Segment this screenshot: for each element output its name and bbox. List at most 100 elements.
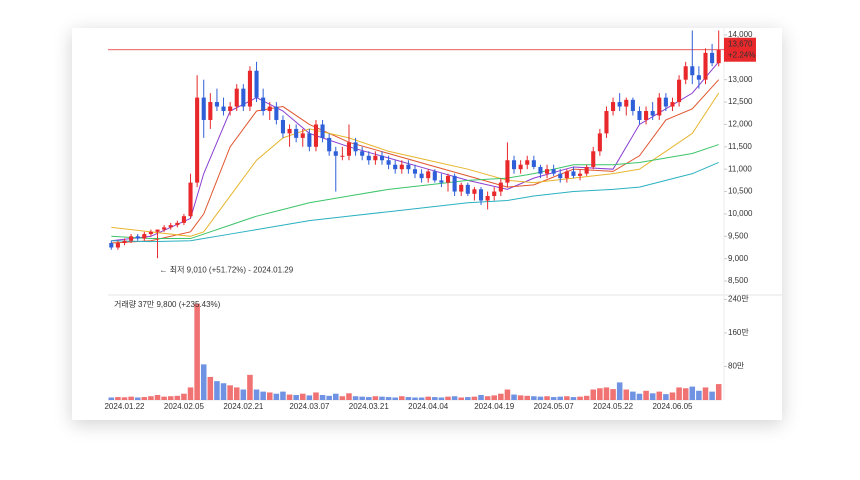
volume-bar [412,397,418,400]
x-tick-label: 2024.01.22 [104,402,145,411]
candle-body [531,160,536,167]
volume-bar [531,396,537,400]
candle-body [115,243,120,248]
candle-body [373,155,378,161]
candle-body [696,75,701,80]
candle-body [544,169,550,174]
volume-bar [583,395,590,400]
volume-bar [247,374,253,400]
candle-body [578,173,583,176]
candle-body [511,160,517,170]
candle-body [644,111,649,120]
moving-average [111,61,720,242]
candle-body [439,180,444,183]
volume-bar [293,394,299,400]
volume-bar [432,397,438,400]
volume-bar [445,396,451,400]
candle-body [703,52,708,80]
candle-body [353,142,358,152]
candle-body [122,240,127,244]
candle-body [419,173,424,179]
candle-body [478,189,484,201]
volume-bar [590,389,597,400]
volume-bar [115,397,121,400]
candle-body [591,151,596,167]
volume-bar [161,396,167,400]
volume-bar [253,389,260,400]
candle-body [551,169,556,174]
volume-bar [702,387,709,400]
candle-body [333,151,338,156]
volume-bar [306,395,313,400]
candle-body [650,111,655,116]
volume-bar [108,397,115,400]
volume-bar [134,397,141,400]
candle-body [571,171,576,176]
volume-bar [564,396,570,400]
volume-bar [326,395,332,400]
volume-summary: 37만 9,800 (+235.43%) [138,300,221,309]
volume-bar [649,393,656,400]
candle-body [472,189,477,194]
candle-body [142,234,147,239]
volume-bar [630,391,636,400]
x-tick-label: 2024.04.19 [474,402,515,411]
volume-bar [458,397,464,400]
volume-bar [299,393,306,400]
candle-body [452,175,457,192]
volume-bar [405,397,412,400]
volume-tick-label: 160만 [728,328,749,337]
candle-body [300,133,305,138]
candle-body [564,171,569,179]
candle-body [307,133,312,147]
candle-body [683,66,688,80]
candle-body [445,175,451,183]
volume-bar [597,388,603,400]
volume-bar [491,395,497,400]
volume-bar [181,393,187,400]
moving-average [111,144,719,240]
candle-body [327,137,332,152]
candle-body [584,166,589,174]
candle-body [406,164,411,170]
volume-bar [154,394,161,400]
candle-body [148,231,153,235]
volume-bar [570,397,577,400]
candle-body [465,184,470,194]
volume-bar [451,396,458,400]
x-tick-label: 2024.02.05 [164,402,205,411]
volume-bar [260,391,266,400]
candle-body [459,184,464,192]
low-annotation: ← 최저 9,010 (+51.72%) - 2024.01.29 [160,264,294,274]
candle-body [637,111,642,120]
volume-bar [286,394,293,400]
volume-bar [148,396,154,400]
candle-body [432,171,437,181]
volume-bar [465,397,471,400]
candle-body [313,124,319,147]
volume-bar [682,388,689,400]
candle-body [261,97,266,112]
volume-bar [187,387,194,400]
candle-body [135,236,140,239]
volume-tick-label: 240만 [728,294,749,303]
candle-body [267,106,272,112]
volume-bar [385,397,392,400]
candle-body [386,160,391,165]
volume-bar [266,392,273,400]
candle-body [505,160,510,183]
candle-body [630,99,635,112]
candle-body [716,49,721,64]
volume-bar [319,394,326,400]
volume-bar [517,395,524,400]
candle-body [228,106,233,112]
candle-body [379,155,385,161]
volume-bar [511,394,517,400]
volume-bar [359,396,365,400]
candle-body [366,155,371,161]
volume-title: 거래량 [114,299,137,309]
candle-body [485,196,490,201]
candle-body [294,128,299,138]
volume-bar [715,384,722,400]
y-tick-label: 12,000 [728,120,753,129]
